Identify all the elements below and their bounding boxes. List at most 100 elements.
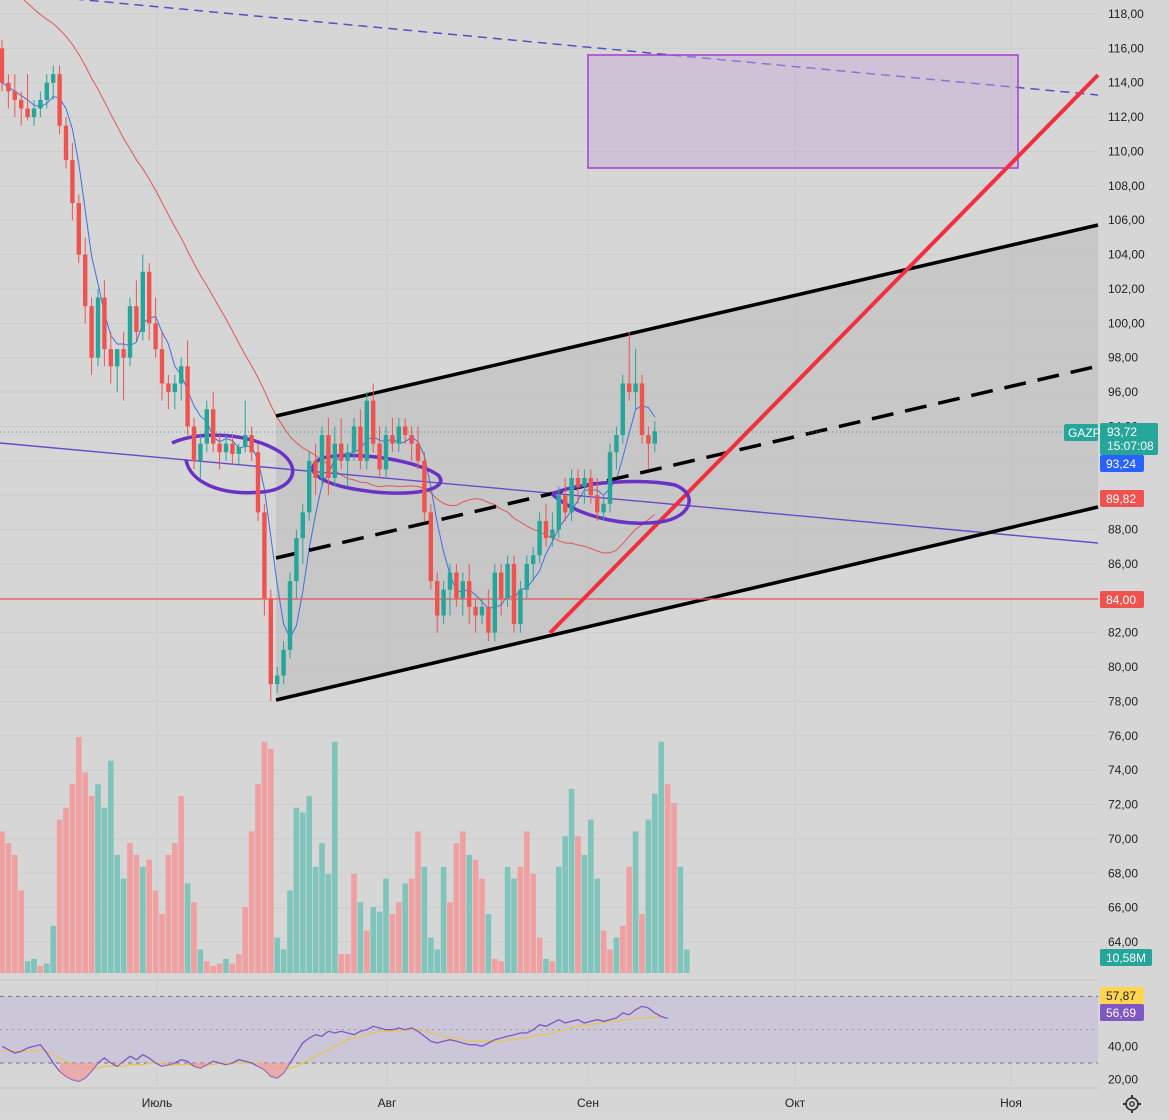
price-tick-label: 72,00 <box>1108 798 1138 812</box>
volume-bar <box>172 843 178 973</box>
candle-body <box>249 435 254 453</box>
candle-body <box>473 606 478 616</box>
rsi-oversold-fill <box>270 1063 278 1078</box>
volume-bar <box>5 843 12 973</box>
candle-body <box>0 48 5 83</box>
price-tick-label: 70,00 <box>1108 832 1138 846</box>
volume-bar <box>50 925 56 973</box>
volume-bar <box>684 949 690 973</box>
candle-body <box>57 74 62 126</box>
candle-body <box>191 426 197 461</box>
volume-bar <box>415 831 421 973</box>
candle-body <box>102 297 107 350</box>
volume-bar <box>306 796 312 973</box>
candle-body <box>217 443 222 453</box>
candle-body <box>108 349 113 367</box>
volume-bar <box>101 807 108 973</box>
candle-body <box>172 383 177 393</box>
volume-bar <box>556 866 562 973</box>
volume-bar <box>325 873 332 973</box>
candles <box>0 39 657 702</box>
candle-body <box>127 306 133 358</box>
volume-bar <box>274 937 280 973</box>
volume-bar <box>645 819 652 973</box>
price-tick-label: 98,00 <box>1108 351 1138 365</box>
candle-body <box>281 649 286 676</box>
volume-bar <box>24 961 31 973</box>
candle-body <box>134 306 139 332</box>
candle-body <box>140 271 145 332</box>
volume-bar <box>466 855 472 973</box>
price-tick-label: 114,00 <box>1108 76 1144 90</box>
volume-bar <box>408 878 415 973</box>
price-axis[interactable] <box>1098 0 1169 1119</box>
settings-button[interactable] <box>1121 1093 1143 1115</box>
price-tick-label: 110,00 <box>1108 144 1144 158</box>
price-tick-label: 108,00 <box>1108 179 1145 193</box>
candle-body <box>383 435 389 470</box>
price-tick-label: 74,00 <box>1108 763 1138 777</box>
volume-bar <box>613 937 620 973</box>
volume-bar <box>63 807 69 973</box>
candle-body <box>550 529 555 539</box>
volume-bar <box>594 878 600 973</box>
volume-bar <box>69 784 76 973</box>
price-tick-label: 100,00 <box>1108 316 1145 330</box>
volume-bar <box>197 949 204 973</box>
candle-body <box>639 383 645 436</box>
volume-bar <box>204 961 210 973</box>
candle-body <box>422 460 427 513</box>
candle-body <box>351 426 357 453</box>
candle-body <box>268 598 273 685</box>
price-tick-label: 82,00 <box>1108 626 1138 640</box>
volume-bar <box>671 803 677 973</box>
candle-body <box>255 452 261 513</box>
volume-bar <box>632 831 639 973</box>
rsi-oversold-fill <box>78 1063 86 1082</box>
candle-body <box>185 366 190 427</box>
candle-body <box>595 495 600 513</box>
volume-bar <box>236 954 242 973</box>
level-tag <box>1100 591 1144 608</box>
time-axis[interactable] <box>0 1088 1098 1119</box>
volume-bar <box>319 843 325 973</box>
volume-bar <box>242 906 248 973</box>
candle-body <box>435 581 440 616</box>
candle-body <box>230 443 235 454</box>
candle-body <box>524 563 529 590</box>
candle-body <box>83 254 88 307</box>
candle-body <box>147 271 152 324</box>
price-tick-label: 88,00 <box>1108 523 1138 537</box>
rsi-line <box>2 1015 662 1069</box>
volume-bar <box>152 890 159 973</box>
candle-body <box>415 443 421 461</box>
candle-body <box>460 581 465 599</box>
price-tick-label: 96,00 <box>1108 385 1138 399</box>
rsi-oversold-fill <box>162 1063 169 1067</box>
target-zone <box>587 54 1019 169</box>
candle-body <box>377 443 382 470</box>
candle-body <box>582 478 587 487</box>
rsi-line <box>1 1005 668 1082</box>
volume-bar <box>479 878 485 973</box>
candle-body <box>543 520 549 539</box>
candle-body <box>19 99 24 109</box>
candle-body <box>447 572 453 590</box>
last-price-label: 93,72 <box>1107 425 1137 439</box>
volume-bar <box>0 831 5 973</box>
rsi-oversold-fill <box>226 1063 233 1065</box>
price-tick-label: 80,00 <box>1108 660 1138 674</box>
candle-body <box>89 306 94 358</box>
candle-body <box>390 435 395 444</box>
volume-bar <box>210 965 216 973</box>
volume-bar <box>44 963 50 973</box>
volume-bar <box>255 784 261 973</box>
rsi-indicator <box>0 995 1098 1082</box>
ma-fast-tag <box>1100 455 1144 472</box>
volume-bars <box>0 737 690 973</box>
volume-bar <box>338 954 344 973</box>
time-tick-label: Июль <box>142 1096 173 1110</box>
volume-bar <box>543 958 549 973</box>
